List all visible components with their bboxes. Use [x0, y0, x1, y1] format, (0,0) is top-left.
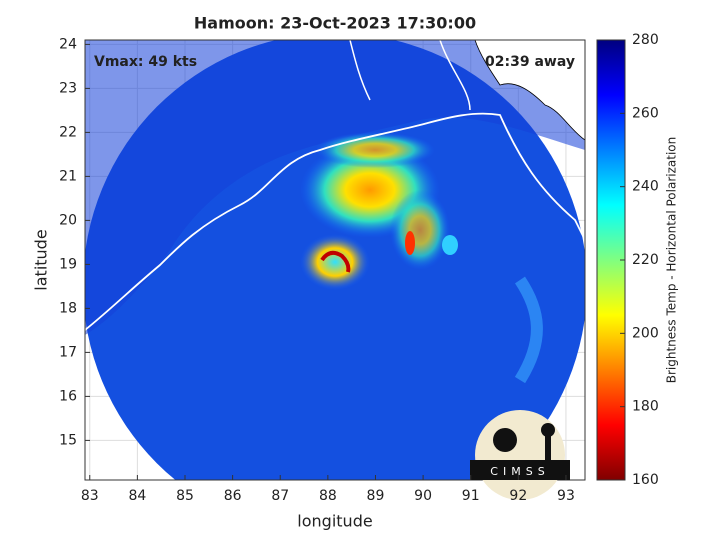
y-tick-label: 16 [59, 388, 77, 404]
annotation: 02:39 away [485, 54, 575, 70]
x-tick-label: 89 [367, 488, 385, 504]
swath-image [85, 40, 585, 480]
colorbar-tick-label: 200 [632, 325, 659, 341]
colorbar-tick-label: 160 [632, 472, 659, 488]
y-tick-label: 18 [59, 300, 77, 316]
colorbar-tick-label: 260 [632, 105, 659, 121]
colorbar-tick-label: 280 [632, 32, 659, 48]
colorbar-tick-label: 240 [632, 179, 659, 195]
y-tick-label: 17 [59, 344, 77, 360]
logo: CIMSS [470, 410, 570, 500]
x-tick-label: 87 [271, 488, 289, 504]
x-tick-label: 92 [509, 488, 527, 504]
x-axis-label: longitude [297, 512, 372, 531]
y-tick-label: 24 [59, 36, 77, 52]
colorbar-tick-label: 220 [632, 252, 659, 268]
x-tick-label: 91 [462, 488, 480, 504]
x-tick-label: 84 [128, 488, 146, 504]
x-tick-label: 83 [81, 488, 99, 504]
y-tick-label: 22 [59, 124, 77, 140]
y-tick-label: 19 [59, 256, 77, 272]
colorbar-tick-label: 180 [632, 399, 659, 415]
x-tick-label: 88 [319, 488, 337, 504]
y-tick-label: 15 [59, 432, 77, 448]
colorbar-label: Brightness Temp - Horizontal Polarizatio… [665, 137, 679, 384]
y-tick-label: 20 [59, 212, 77, 228]
y-axis-label: latitude [32, 229, 51, 290]
annotation: Vmax: 49 kts [94, 54, 197, 70]
y-tick-label: 21 [59, 168, 77, 184]
chart-title: Hamoon: 23-Oct-2023 17:30:00 [194, 14, 476, 33]
x-tick-label: 93 [557, 488, 575, 504]
y-tick-label: 23 [59, 80, 77, 96]
x-tick-label: 86 [224, 488, 242, 504]
x-tick-label: 90 [414, 488, 432, 504]
x-tick-label: 85 [176, 488, 194, 504]
plot-frame [84, 39, 586, 481]
logo-text: CIMSS [490, 465, 549, 478]
